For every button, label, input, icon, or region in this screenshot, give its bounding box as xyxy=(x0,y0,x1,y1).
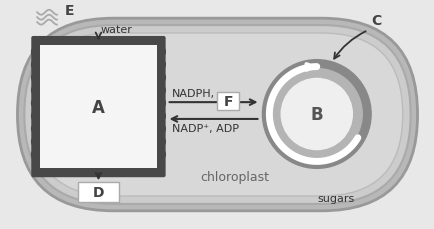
Text: A: A xyxy=(92,98,105,116)
FancyBboxPatch shape xyxy=(40,46,156,169)
Text: sugars: sugars xyxy=(317,193,354,203)
Circle shape xyxy=(262,60,370,169)
Text: NADPH,: NADPH, xyxy=(171,89,214,99)
FancyBboxPatch shape xyxy=(217,93,238,111)
Text: F: F xyxy=(223,95,232,109)
Text: D: D xyxy=(92,185,104,199)
Circle shape xyxy=(280,79,352,150)
Text: C: C xyxy=(370,14,380,28)
FancyBboxPatch shape xyxy=(31,37,165,177)
Text: chloroplast: chloroplast xyxy=(200,170,269,183)
FancyBboxPatch shape xyxy=(32,34,402,196)
Text: B: B xyxy=(310,106,322,123)
Text: NADP⁺, ADP: NADP⁺, ADP xyxy=(171,123,238,133)
Text: E: E xyxy=(65,4,74,18)
FancyBboxPatch shape xyxy=(78,182,119,202)
FancyBboxPatch shape xyxy=(24,26,410,204)
Text: water: water xyxy=(100,25,132,35)
Circle shape xyxy=(271,69,362,160)
FancyBboxPatch shape xyxy=(17,19,417,211)
